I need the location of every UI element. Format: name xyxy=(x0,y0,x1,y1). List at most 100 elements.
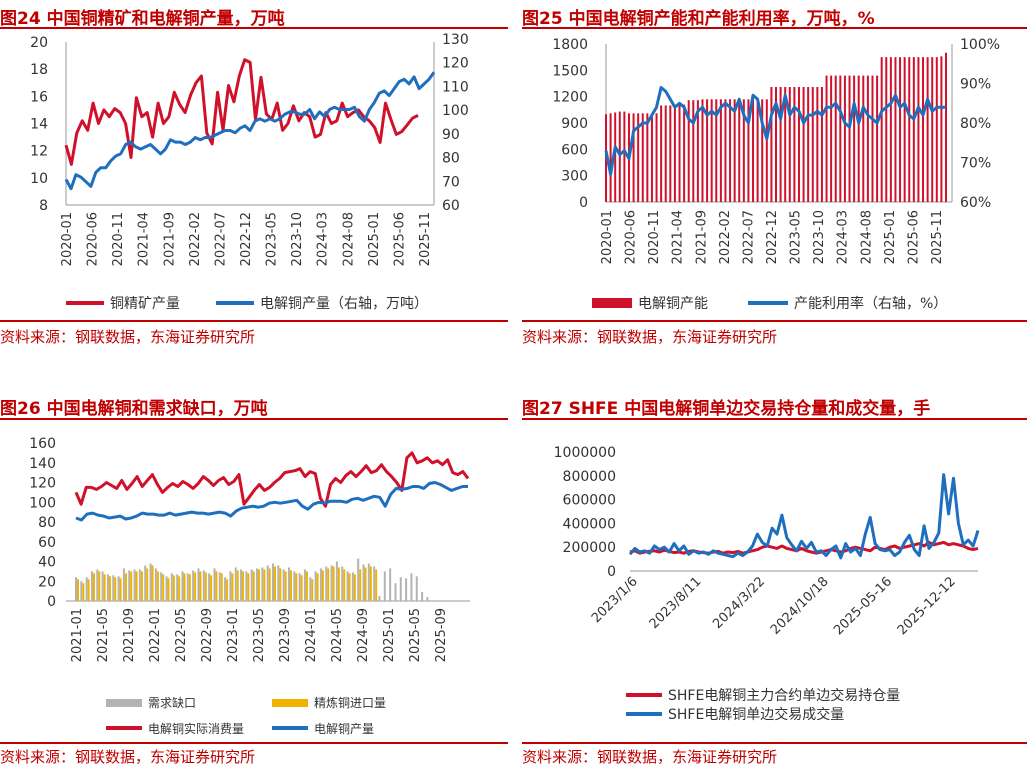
x-tick-label: 2025-06 xyxy=(906,210,921,264)
import-bar xyxy=(220,573,223,601)
import-bar xyxy=(353,574,356,601)
import-bar xyxy=(183,573,186,601)
capacity-bar xyxy=(779,87,782,202)
x-tick-label: 2022-09 xyxy=(200,608,215,662)
import-bar xyxy=(231,573,234,601)
axis-tick-label: 14 xyxy=(30,117,48,133)
axis-tick-label: 18 xyxy=(30,62,48,78)
import-bar xyxy=(130,571,133,601)
x-tick-label: 2020-06 xyxy=(624,210,639,264)
x-tick-label: 2021-09 xyxy=(694,210,709,264)
x-tick-label: 2020-11 xyxy=(647,210,662,264)
import-bar xyxy=(327,568,330,601)
demand-gap-bar xyxy=(272,563,274,601)
capacity-bar xyxy=(692,100,695,202)
source-note: 资料来源：钢联数据，东海证券研究所 xyxy=(522,328,778,346)
demand-gap-bar xyxy=(314,571,317,601)
x-tick-label: 2020-11 xyxy=(111,212,126,266)
demand-gap-bar xyxy=(383,571,386,601)
x-tick-label: 2022-07 xyxy=(741,210,756,264)
demand-gap-bar xyxy=(319,568,322,601)
capacity-bar xyxy=(719,99,722,202)
demand-gap-bar xyxy=(266,565,269,601)
capacity-bar xyxy=(637,113,640,202)
import-bar xyxy=(167,578,170,601)
x-tick-label: 2022-07 xyxy=(213,212,228,266)
axis-tick-label: 600 xyxy=(561,142,588,158)
capacity-bar xyxy=(811,87,814,202)
import-bar xyxy=(172,575,175,601)
demand-gap-bar xyxy=(112,575,115,601)
capacity-bar xyxy=(935,57,938,203)
import-bar xyxy=(359,569,362,601)
source-rule xyxy=(522,320,1027,322)
capacity-bar xyxy=(834,75,837,202)
x-tick-label: 2020-06 xyxy=(86,212,101,266)
axis-tick-label: 200000 xyxy=(563,540,616,556)
capacity-bar xyxy=(710,99,713,202)
series-line-production xyxy=(75,481,468,522)
demand-gap-bar xyxy=(165,576,168,601)
capacity-bar xyxy=(825,75,828,202)
demand-gap-bar xyxy=(256,568,259,601)
demand-gap-bar xyxy=(213,568,216,601)
axis-tick-label: 160 xyxy=(29,436,56,452)
axis-tick-label: 90 xyxy=(442,127,460,143)
legend-label: 产能利用率（右轴，%） xyxy=(794,295,947,312)
series-line-electrolytic-copper xyxy=(64,71,436,191)
demand-gap-bar xyxy=(186,573,189,601)
figure-title: 图25 中国电解铜产能和产能利用率，万吨，% xyxy=(522,9,875,29)
import-bar xyxy=(364,567,367,601)
source-rule xyxy=(0,742,508,744)
x-tick-label: 2023-10 xyxy=(290,212,305,266)
import-bar xyxy=(162,574,165,601)
axis-tick-label: 70 xyxy=(442,174,460,190)
capacity-bar xyxy=(747,99,750,202)
capacity-bar xyxy=(807,87,810,202)
import-bar xyxy=(140,571,143,601)
x-tick-label: 2021-01 xyxy=(70,608,85,662)
axis-tick-label: 120 xyxy=(442,56,469,72)
x-tick-label: 2024-01 xyxy=(304,608,319,662)
import-bar xyxy=(194,572,197,601)
x-tick-label: 2025-01 xyxy=(367,212,382,266)
capacity-bar xyxy=(880,57,883,203)
demand-gap-bar xyxy=(245,571,248,601)
capacity-bar xyxy=(673,104,676,202)
import-bar xyxy=(199,571,202,601)
x-tick-label: 2021-05 xyxy=(96,608,111,662)
x-tick-label: 2023-10 xyxy=(812,210,827,264)
import-bar xyxy=(274,566,276,601)
import-bar xyxy=(210,575,213,601)
import-bar xyxy=(188,574,191,601)
x-tick-label: 2021-04 xyxy=(137,212,152,266)
demand-gap-bar xyxy=(176,574,179,601)
x-tick-label: 2025-01 xyxy=(883,210,898,264)
x-tick-label: 2023/8/11 xyxy=(647,574,705,632)
import-bar xyxy=(289,570,292,601)
import-bar xyxy=(124,573,127,601)
demand-gap-bar xyxy=(373,566,376,601)
source-note: 资料来源：钢联数据，东海证券研究所 xyxy=(0,748,256,766)
axis-tick-label: 900 xyxy=(561,116,588,132)
demand-gap-bar xyxy=(303,569,306,601)
import-bar xyxy=(119,578,122,601)
x-tick-label: 2022-01 xyxy=(148,608,163,662)
x-tick-label: 2024-08 xyxy=(859,210,874,264)
capacity-bar xyxy=(857,75,860,202)
axis-tick-label: 100 xyxy=(29,495,56,511)
legend-label: 电解铜产能 xyxy=(638,296,708,312)
import-bar xyxy=(332,566,335,601)
demand-gap-bar xyxy=(421,592,424,601)
legend-label: 电解铜产量 xyxy=(314,721,374,736)
demand-gap-bar xyxy=(229,571,232,601)
import-bar xyxy=(242,571,245,601)
demand-gap-bar xyxy=(240,569,243,601)
x-tick-label: 2022-05 xyxy=(174,608,189,662)
x-tick-label: 2024-03 xyxy=(316,212,331,266)
chart-fig24: 20 18 16 14 12 10 8 130 120 110 100 90 80 70 60 2020-01… xyxy=(30,32,469,312)
demand-gap-bar xyxy=(181,571,184,601)
axis-tick-label: 140 xyxy=(29,456,56,472)
capacity-bar xyxy=(885,57,888,203)
import-bar xyxy=(300,575,303,601)
